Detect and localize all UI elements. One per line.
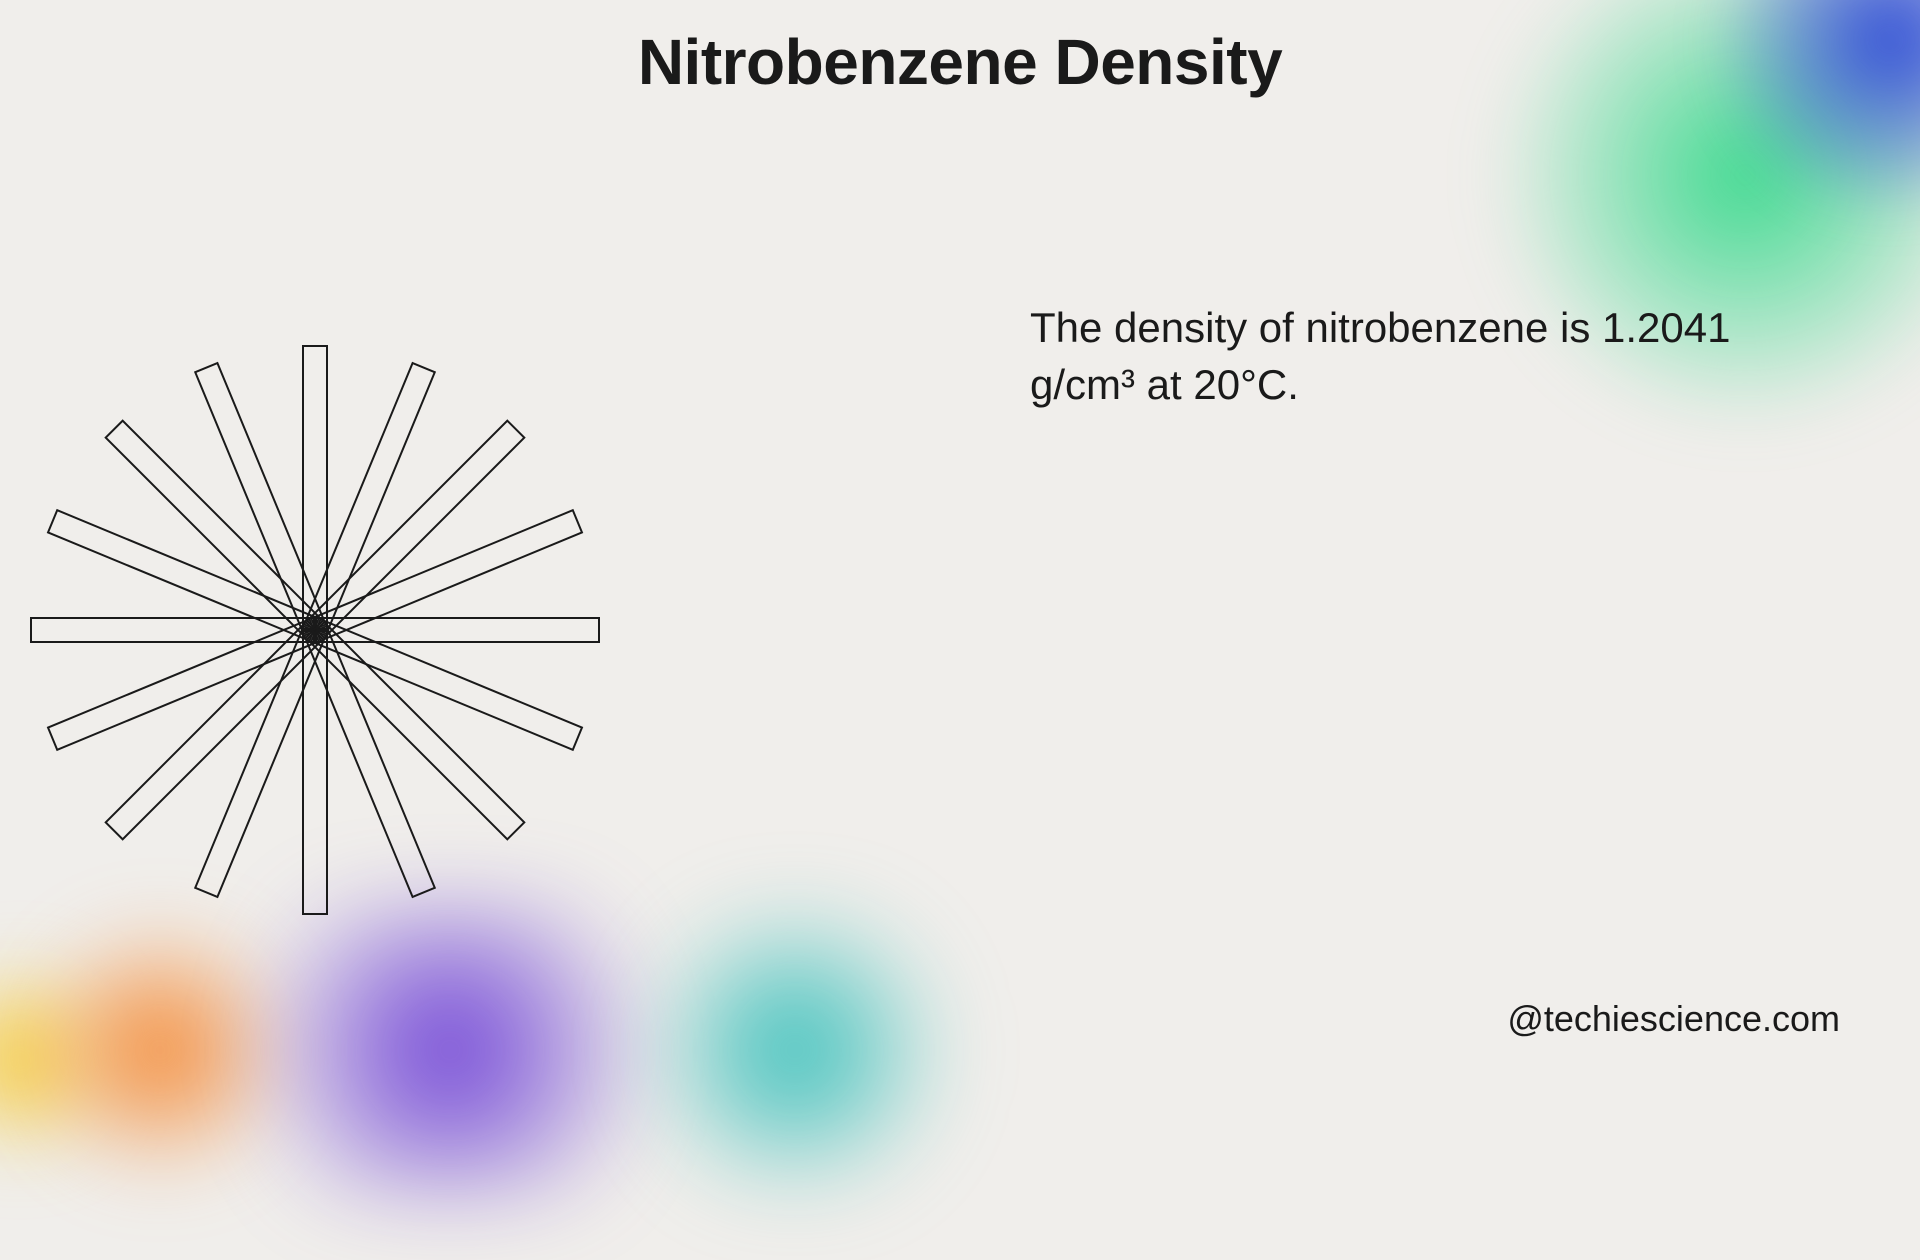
blob-teal [620, 910, 970, 1190]
page-title: Nitrobenzene Density [638, 25, 1282, 99]
starburst-decoration [30, 345, 600, 915]
blob-yellow [0, 960, 120, 1160]
blob-orange [20, 920, 300, 1180]
gradient-blob-bottom [0, 860, 1020, 1260]
body-text: The density of nitrobenzene is 1.2041 g/… [1030, 300, 1770, 413]
attribution: @techiescience.com [1507, 998, 1840, 1040]
blob-purple [200, 900, 700, 1200]
